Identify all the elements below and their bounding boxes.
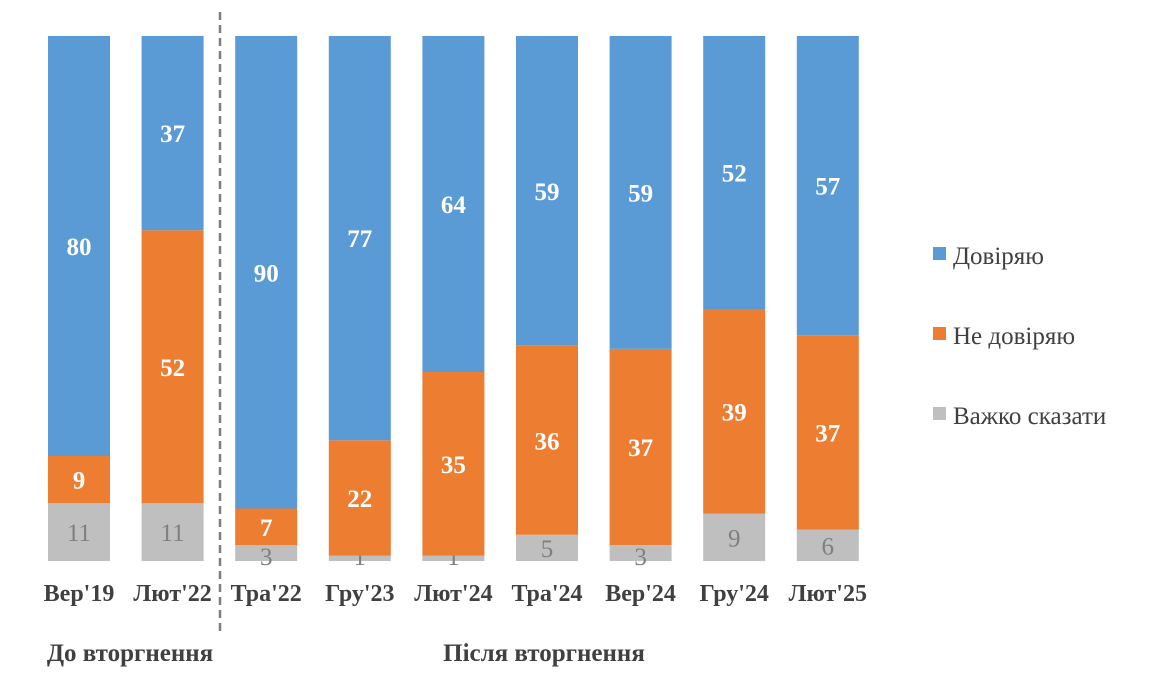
data-label: 39 — [722, 399, 747, 426]
bar-segment — [609, 348, 672, 546]
group-label-after: Після вторгнення — [443, 640, 645, 667]
bar-segment — [796, 36, 859, 336]
bar-segment — [609, 545, 672, 561]
bar-segment — [703, 513, 766, 561]
bar-segment — [328, 440, 391, 556]
data-label: 3 — [634, 544, 647, 571]
data-label: 90 — [254, 260, 279, 287]
bar-segment — [235, 36, 298, 509]
bar-segment — [516, 345, 578, 535]
bar-segment — [422, 555, 485, 561]
bar-segment — [516, 36, 578, 346]
data-label: 36 — [535, 428, 560, 455]
x-tick-label: Гру'24 — [699, 581, 768, 607]
bar-segment — [516, 534, 578, 561]
bars: 1198011523737901227713564536593375993952… — [48, 36, 859, 571]
x-tick-label: Тра'22 — [231, 581, 302, 607]
data-label: 80 — [67, 234, 92, 261]
bar-segment — [141, 503, 204, 561]
x-tick-label: Гру'23 — [325, 581, 394, 607]
x-tick-label: Вер'19 — [44, 581, 115, 607]
data-label: 5 — [541, 536, 554, 563]
bar-segment — [609, 36, 672, 349]
bar-segment — [796, 335, 859, 530]
legend-swatch — [933, 327, 946, 340]
bar-segment — [422, 372, 485, 556]
bar-segment — [141, 230, 204, 504]
bar-segment — [48, 456, 110, 504]
data-label: 64 — [441, 192, 467, 219]
legend: Довіряю Не довіряю Важко сказати — [933, 243, 1106, 430]
bar-segment — [141, 36, 204, 231]
data-label: 22 — [347, 486, 372, 513]
bar-segment — [796, 529, 859, 561]
data-label: 52 — [160, 355, 185, 382]
bar-segment — [703, 36, 766, 309]
x-tick-label: Вер'24 — [605, 581, 676, 607]
bar-segment — [328, 555, 391, 561]
x-tick-label: Лют'24 — [414, 581, 492, 607]
data-label: 52 — [722, 161, 747, 188]
legend-label: Важко сказати — [953, 403, 1106, 430]
data-label: 7 — [260, 515, 273, 542]
data-label: 35 — [441, 452, 466, 479]
data-label: 9 — [73, 468, 86, 495]
data-label: 37 — [815, 420, 840, 447]
data-label: 3 — [260, 544, 273, 571]
bar-segment — [48, 36, 110, 456]
bar-segment — [703, 309, 766, 514]
data-label: 37 — [160, 121, 185, 148]
x-axis-ticks: Вер'19 Лют'22 Тра'22 Гру'23 Лют'24 Тра'24 Вер'… — [44, 581, 867, 607]
bar-segment — [48, 503, 110, 561]
bar-segment — [235, 545, 298, 561]
x-tick-label: Лют'22 — [133, 581, 211, 607]
group-label-before: До вторгнення — [47, 640, 213, 667]
bar-segment — [422, 36, 485, 372]
data-label: 59 — [535, 179, 560, 206]
data-label: 57 — [815, 174, 840, 201]
data-label: 37 — [628, 435, 653, 462]
x-tick-label: Лют'25 — [789, 581, 867, 607]
legend-swatch — [933, 407, 946, 420]
data-label: 77 — [347, 226, 372, 253]
data-label: 11 — [161, 520, 185, 547]
bar-segment — [328, 36, 391, 441]
x-tick-label: Тра'24 — [511, 581, 582, 607]
data-label: 59 — [628, 180, 653, 207]
legend-label: Не довіряю — [953, 323, 1075, 350]
data-label: 9 — [728, 525, 741, 552]
legend-swatch — [933, 247, 946, 260]
data-label: 11 — [67, 520, 91, 547]
bar-segment — [235, 508, 298, 546]
data-label: 6 — [822, 533, 835, 560]
legend-label: Довіряю — [953, 243, 1044, 270]
